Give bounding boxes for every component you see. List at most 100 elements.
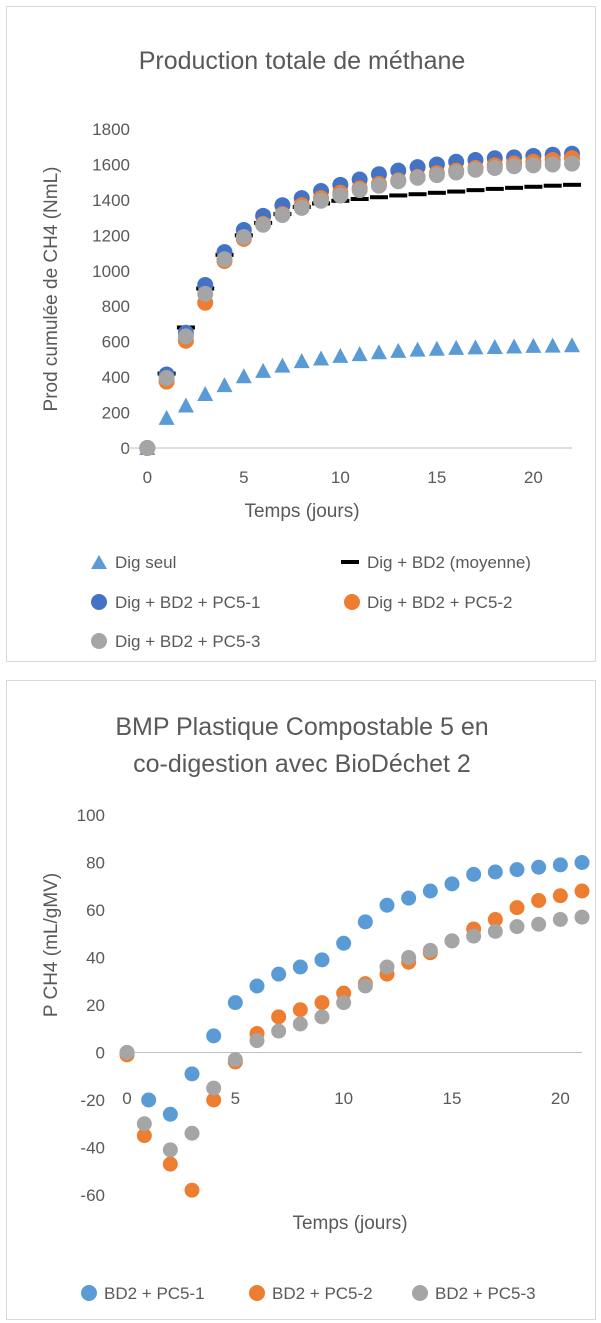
data-point <box>525 157 542 174</box>
y-tick-label: 80 <box>86 854 105 873</box>
legend-label: BD2 + PC5-3 <box>435 1284 536 1303</box>
data-point <box>544 156 561 173</box>
y-tick-label: 1800 <box>92 120 130 139</box>
data-point <box>485 186 504 191</box>
data-point <box>390 173 407 190</box>
data-point <box>271 966 287 982</box>
y-tick-label: 400 <box>102 368 130 387</box>
legend-entry-bd2-pc5-3: BD2 + PC5-3 <box>412 1284 536 1303</box>
x-tick-label: 10 <box>334 1089 353 1108</box>
data-point <box>177 328 194 345</box>
data-point <box>509 862 525 878</box>
y-tick-label: 20 <box>86 996 105 1015</box>
legend-entry-bd2-pc5-1: BD2 + PC5-1 <box>81 1284 205 1303</box>
data-point <box>390 342 407 358</box>
data-point <box>184 1125 200 1141</box>
data-point <box>574 855 590 870</box>
chart-panel-methane: Production totale de méthane 0 200 400 600 8… <box>6 6 596 662</box>
bmp-chart-svg: BMP Plastique Compostable 5 en co-digest… <box>41 713 590 1303</box>
data-point <box>216 251 233 268</box>
data-point <box>158 409 175 425</box>
y-tick-label: 1600 <box>92 155 130 174</box>
x-axis-label: Temps (jours) <box>244 501 359 522</box>
data-point <box>206 1080 222 1096</box>
x-tick-label: 0 <box>143 468 152 487</box>
data-point <box>249 1033 265 1049</box>
data-point <box>292 1002 308 1018</box>
series-dig-seul <box>139 337 580 455</box>
data-point <box>274 206 291 223</box>
data-point <box>293 199 310 216</box>
data-point <box>235 229 252 246</box>
y-tick-label: 200 <box>102 404 130 423</box>
data-point <box>314 1009 330 1025</box>
data-point <box>292 959 308 975</box>
series-bd2-pc5-1 <box>119 855 590 1122</box>
legend-marker-circle <box>91 633 107 649</box>
data-point <box>448 164 465 181</box>
data-point <box>466 188 485 193</box>
y-tick-label: 600 <box>102 333 130 352</box>
legend-marker-circle <box>81 1285 97 1301</box>
data-point <box>293 353 310 369</box>
data-point <box>336 995 352 1011</box>
data-point <box>422 942 438 958</box>
data-point <box>531 893 547 908</box>
data-point <box>206 1028 222 1044</box>
data-point <box>235 368 252 384</box>
data-point <box>162 1142 178 1158</box>
x-tick-label: 20 <box>551 1089 570 1108</box>
legend-label: Dig + BD2 + PC5-2 <box>367 593 513 612</box>
data-point <box>408 192 427 197</box>
y-axis-label: P CH4 (mL/gMV) <box>41 873 62 1017</box>
data-point <box>370 344 387 360</box>
data-point <box>444 876 460 892</box>
legend-marker-circle <box>412 1285 428 1301</box>
data-point <box>409 341 426 357</box>
y-tick-label: 100 <box>77 806 105 825</box>
data-point <box>524 184 543 189</box>
data-point <box>467 339 484 355</box>
data-point <box>357 914 373 930</box>
data-point <box>487 864 503 880</box>
data-point <box>313 192 330 209</box>
data-point <box>216 377 233 393</box>
data-point <box>428 340 445 356</box>
data-point <box>505 185 524 190</box>
data-point <box>379 897 395 913</box>
y-tick-label: 1200 <box>92 226 130 245</box>
data-point <box>332 187 349 204</box>
data-point <box>158 369 175 386</box>
y-tick-label: 0 <box>121 439 130 458</box>
legend-marker-dash <box>341 560 359 564</box>
chart-panel-bmp: BMP Plastique Compostable 5 en co-digest… <box>6 680 596 1320</box>
legend-marker-circle <box>344 594 360 610</box>
chart-title: Production totale de méthane <box>139 47 466 75</box>
data-point <box>466 928 482 944</box>
data-point <box>564 337 580 353</box>
data-point <box>162 1156 178 1172</box>
data-point <box>525 337 542 353</box>
x-tick-label: 15 <box>427 468 446 487</box>
data-point <box>162 1106 178 1122</box>
data-point <box>227 995 243 1011</box>
data-point <box>422 883 438 899</box>
data-point <box>506 338 523 354</box>
data-point <box>255 216 272 233</box>
data-point <box>370 177 387 194</box>
legend-label: Dig + BD2 + PC5-3 <box>115 632 261 651</box>
data-point <box>184 1182 200 1198</box>
data-point <box>136 1128 152 1144</box>
data-point <box>574 883 590 899</box>
chart-title-line-1: BMP Plastique Compostable 5 en <box>115 713 488 741</box>
legend-entry-pc5-2: Dig + BD2 + PC5-2 <box>344 593 513 612</box>
data-point <box>531 859 547 875</box>
data-point <box>544 337 561 353</box>
legend-marker-circle <box>249 1285 265 1301</box>
data-point <box>292 1016 308 1032</box>
data-point <box>271 1009 287 1025</box>
y-tick-label: 800 <box>102 297 130 316</box>
legend-label: BD2 + PC5-2 <box>272 1284 373 1303</box>
legend-entry-pc5-3: Dig + BD2 + PC5-3 <box>91 632 261 651</box>
y-tick-label: 60 <box>86 901 105 920</box>
